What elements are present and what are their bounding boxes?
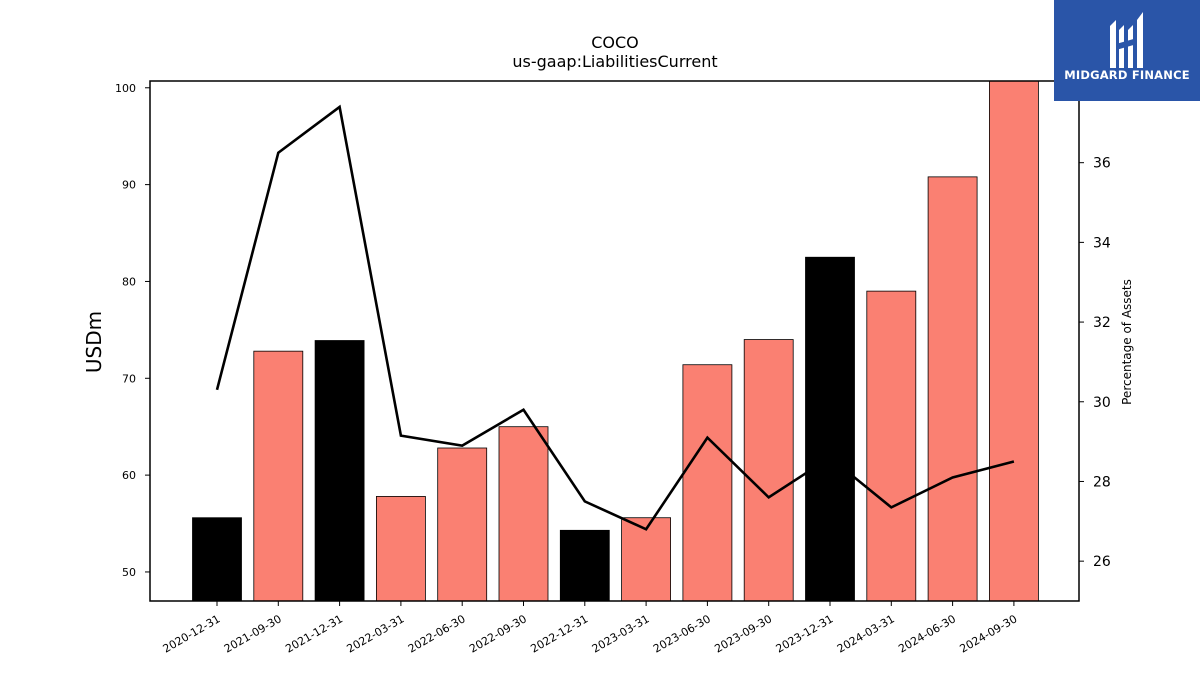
x-axis: 2020-12-31 2021-09-30 2021-12-31 2022-03-31… bbox=[161, 601, 1020, 656]
chart-subtitle: us-gaap:LiabilitiesCurrent bbox=[512, 52, 717, 71]
x-tick-label: 2023-03-31 bbox=[590, 612, 652, 655]
y-tick-label: 60 bbox=[122, 469, 136, 482]
y2-axis-label: Percentage of Assets bbox=[1120, 279, 1134, 405]
y2-tick-label: 28 bbox=[1093, 474, 1111, 490]
y-axis-label: USDm bbox=[82, 311, 106, 373]
x-tick-label: 2022-03-31 bbox=[345, 612, 407, 655]
chart-title: COCO bbox=[591, 33, 639, 52]
x-tick-label: 2023-06-30 bbox=[651, 612, 713, 655]
percentage-line bbox=[215, 104, 1015, 531]
y-tick-label: 50 bbox=[122, 566, 136, 579]
x-tick-label: 2020-12-31 bbox=[161, 612, 223, 655]
x-tick-label: 2023-09-30 bbox=[712, 612, 774, 655]
y-tick-label: 100 bbox=[115, 82, 136, 95]
bar-2020-12-31 bbox=[192, 517, 242, 602]
bar-2021-12-31 bbox=[314, 340, 365, 602]
line-layer bbox=[215, 104, 1015, 531]
x-tick-label: 2024-09-30 bbox=[958, 612, 1020, 655]
x-tick-label: 2024-03-31 bbox=[835, 612, 897, 655]
bar-2022-12-31 bbox=[559, 529, 610, 602]
y2-tick-label: 32 bbox=[1093, 315, 1111, 331]
bar-2023-06-30 bbox=[682, 364, 733, 602]
y-tick-label: 90 bbox=[122, 179, 136, 192]
bar-2023-03-31 bbox=[621, 517, 671, 602]
bar-2022-03-31 bbox=[375, 496, 426, 602]
x-tick-label: 2022-06-30 bbox=[406, 612, 468, 655]
y2-tick-label: 30 bbox=[1093, 395, 1111, 411]
x-tick-label: 2023-12-31 bbox=[774, 612, 836, 655]
x-tick-label: 2021-09-30 bbox=[222, 612, 284, 655]
bar-2024-06-30 bbox=[927, 176, 978, 602]
y-axis-left: 50 60 70 80 90 100 bbox=[115, 82, 150, 579]
y-tick-label: 70 bbox=[122, 372, 136, 385]
bars bbox=[192, 80, 1039, 602]
plot-frame bbox=[149, 80, 1080, 602]
bar-2022-06-30 bbox=[437, 447, 488, 602]
x-tick-label: 2024-06-30 bbox=[896, 612, 958, 655]
bar-2024-09-30 bbox=[989, 80, 1039, 602]
y2-tick-label: 26 bbox=[1093, 554, 1111, 570]
y-tick-label: 80 bbox=[122, 275, 136, 288]
logo: MIDGARD FINANCE bbox=[1054, 0, 1200, 101]
y2-tick-label: 36 bbox=[1093, 156, 1111, 172]
midgard-logo-icon bbox=[1110, 12, 1143, 68]
x-tick-label: 2021-12-31 bbox=[283, 612, 345, 655]
y2-tick-label: 34 bbox=[1093, 235, 1111, 251]
x-tick-label: 2022-09-30 bbox=[467, 612, 529, 655]
x-tick-label: 2022-12-31 bbox=[528, 612, 590, 655]
bar-2021-09-30 bbox=[253, 350, 304, 602]
y-axis-right: 26 28 30 32 34 36 bbox=[1079, 156, 1111, 570]
bar-2024-03-31 bbox=[866, 290, 917, 602]
bar-2023-09-30 bbox=[743, 339, 794, 602]
bar-2023-12-31 bbox=[805, 256, 855, 602]
bar-2022-09-30 bbox=[498, 426, 549, 602]
logo-text: MIDGARD FINANCE bbox=[1064, 68, 1190, 82]
